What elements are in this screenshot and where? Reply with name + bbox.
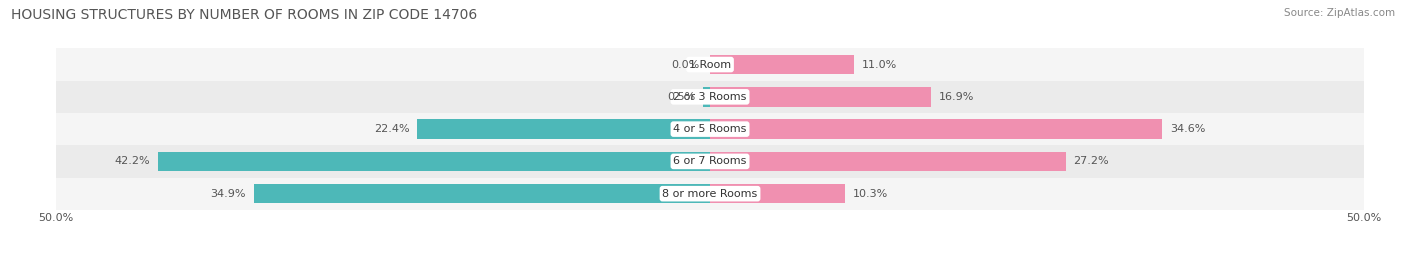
Bar	[418, 119, 710, 139]
Bar	[710, 184, 845, 203]
Bar	[710, 152, 1066, 171]
Bar	[56, 81, 1364, 113]
Bar	[56, 48, 1364, 81]
Bar	[56, 113, 1364, 145]
Text: 34.6%: 34.6%	[1170, 124, 1206, 134]
Text: 2 or 3 Rooms: 2 or 3 Rooms	[673, 92, 747, 102]
Bar	[703, 87, 710, 107]
Bar	[710, 119, 1163, 139]
Text: 4 or 5 Rooms: 4 or 5 Rooms	[673, 124, 747, 134]
Text: 1 Room: 1 Room	[689, 59, 731, 70]
Text: 0.0%: 0.0%	[671, 59, 700, 70]
Text: 34.9%: 34.9%	[211, 189, 246, 199]
Text: 27.2%: 27.2%	[1074, 156, 1109, 167]
Text: 11.0%: 11.0%	[862, 59, 897, 70]
Text: 16.9%: 16.9%	[939, 92, 974, 102]
Text: Source: ZipAtlas.com: Source: ZipAtlas.com	[1284, 8, 1395, 18]
Text: 22.4%: 22.4%	[374, 124, 409, 134]
Text: 42.2%: 42.2%	[115, 156, 150, 167]
Text: 8 or more Rooms: 8 or more Rooms	[662, 189, 758, 199]
Bar	[710, 87, 931, 107]
Text: 0.5%: 0.5%	[668, 92, 696, 102]
Text: HOUSING STRUCTURES BY NUMBER OF ROOMS IN ZIP CODE 14706: HOUSING STRUCTURES BY NUMBER OF ROOMS IN…	[11, 8, 478, 22]
Text: 10.3%: 10.3%	[852, 189, 887, 199]
Bar	[253, 184, 710, 203]
Bar	[56, 145, 1364, 178]
Bar	[710, 55, 853, 74]
Text: 6 or 7 Rooms: 6 or 7 Rooms	[673, 156, 747, 167]
Bar	[56, 178, 1364, 210]
Bar	[159, 152, 710, 171]
